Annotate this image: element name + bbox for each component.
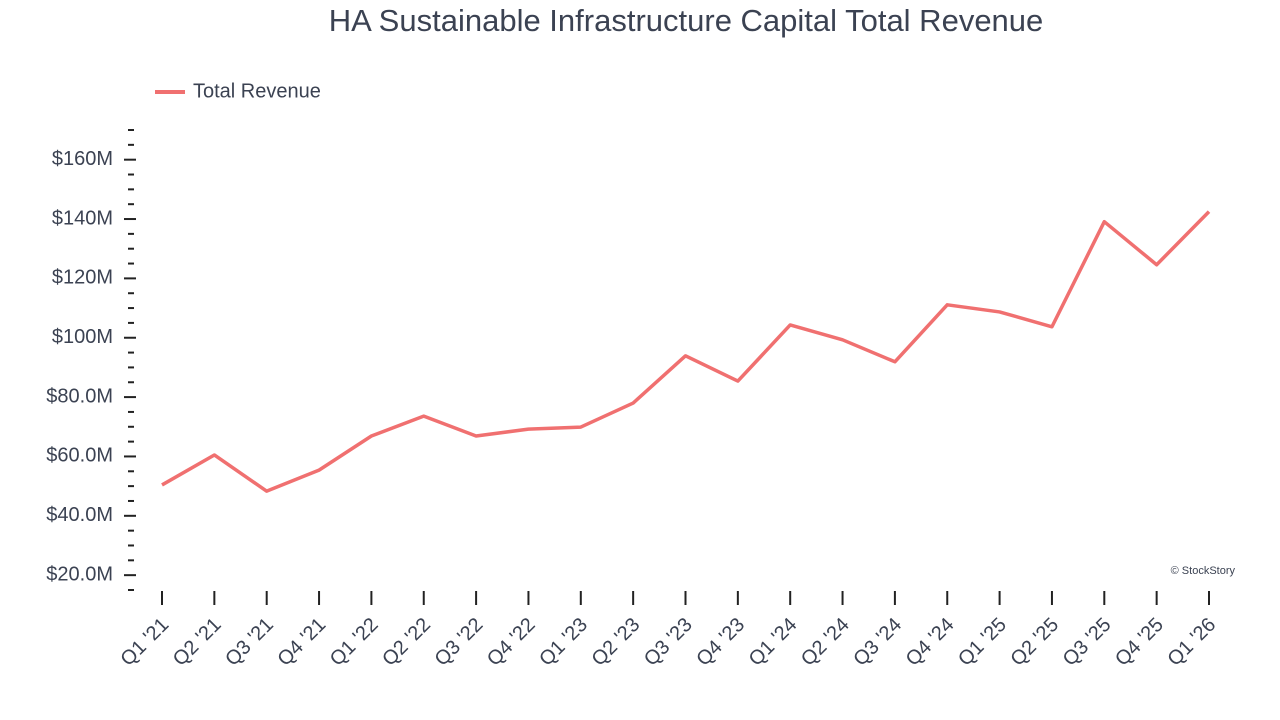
x-tick-label: Q1 '21 <box>116 614 173 671</box>
x-tick-label: Q2 '23 <box>588 614 645 671</box>
y-tick-label: $100M <box>52 326 113 348</box>
x-tick-label: Q3 '21 <box>221 614 278 671</box>
y-tick-label: $80.0M <box>46 385 113 407</box>
y-tick-label: $120M <box>52 267 113 289</box>
chart-title: HA Sustainable Infrastructure Capital To… <box>329 3 1044 38</box>
y-tick-label: $140M <box>52 207 113 229</box>
line <box>161 210 1211 493</box>
x-tick-label: Q3 '25 <box>1059 614 1116 671</box>
x-tick-label: Q2 '25 <box>1006 614 1063 671</box>
y-tick-label: $20.0M <box>46 563 113 585</box>
x-tick-label: Q4 '23 <box>692 614 749 671</box>
watermark: © StockStory <box>1171 565 1236 577</box>
x-tick-label: Q3 '22 <box>431 614 488 671</box>
x-tick-label: Q1 '26 <box>1163 614 1220 671</box>
x-tick-label: Q2 '22 <box>378 614 435 671</box>
x-tick-label: Q2 '24 <box>797 614 854 671</box>
x-tick-label: Q4 '24 <box>902 614 959 671</box>
y-tick-label: $40.0M <box>46 504 113 526</box>
legend-label: Total Revenue <box>193 80 321 102</box>
x-tick-label: Q1 '25 <box>954 614 1011 671</box>
x-tick-label: Q1 '24 <box>745 614 802 671</box>
x-tick-label: Q1 '23 <box>535 614 592 671</box>
x-tick-label: Q4 '21 <box>274 614 331 671</box>
x-tick-label: Q1 '22 <box>326 614 383 671</box>
x-tick-label: Q3 '24 <box>849 614 906 671</box>
x-tick-label: Q4 '25 <box>1111 614 1168 671</box>
x-tick-label: Q4 '22 <box>483 614 540 671</box>
y-tick-label: $60.0M <box>46 445 113 467</box>
y-tick-label: $160M <box>52 148 113 170</box>
x-tick-label: Q2 '21 <box>169 614 226 671</box>
x-tick-label: Q3 '23 <box>640 614 697 671</box>
